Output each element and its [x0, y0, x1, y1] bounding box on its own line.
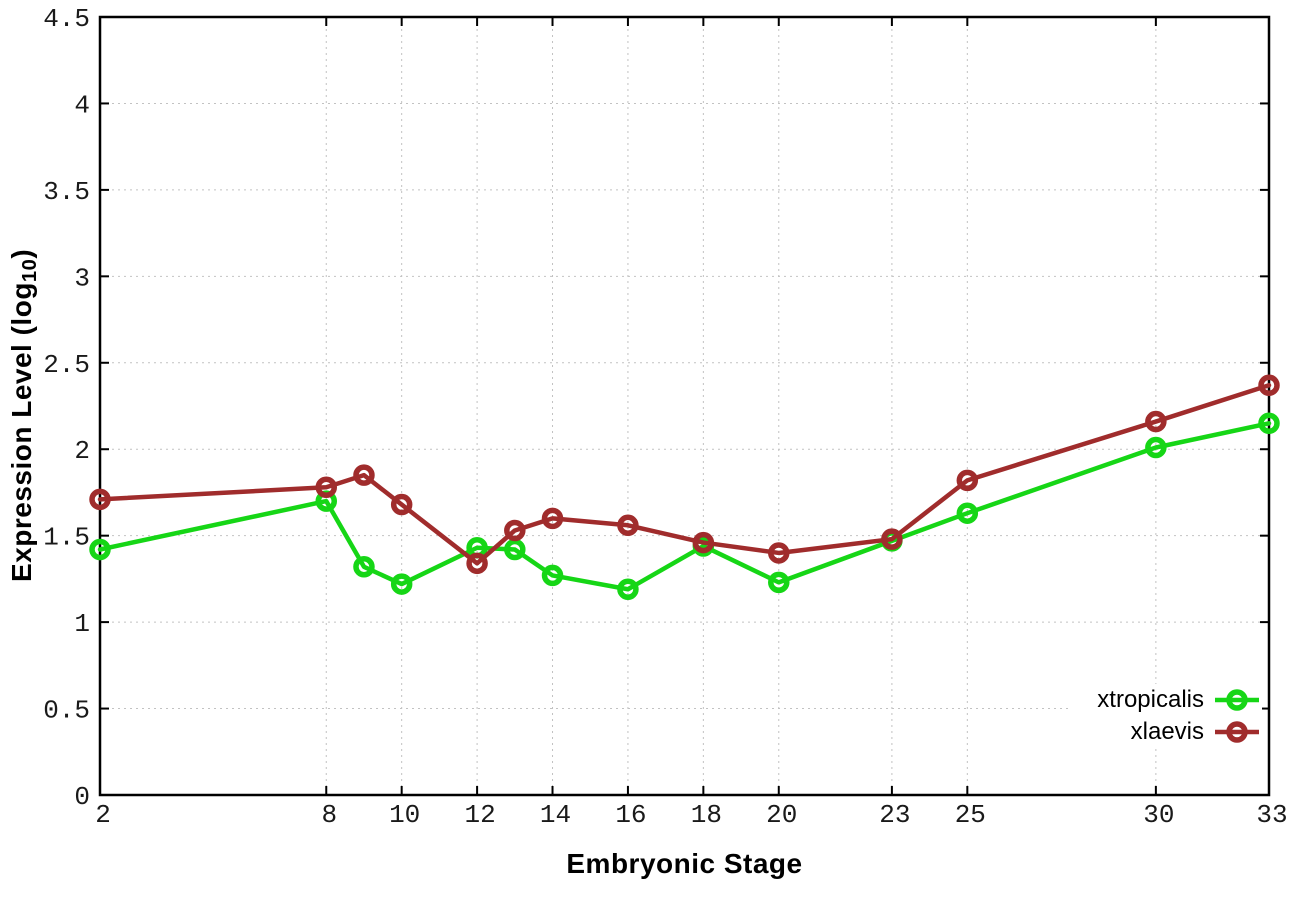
data-point-xlaevis [1145, 410, 1167, 433]
legend-label: xlaevis [1130, 718, 1204, 745]
x-tick-label: 14 [540, 800, 571, 830]
series-line-xlaevis [97, 383, 1272, 566]
y-tick-label: 3.5 [43, 177, 90, 207]
y-tick-label: 4 [74, 90, 90, 120]
x-tick-label: 10 [389, 800, 420, 830]
y-tick-label: 0.5 [43, 696, 90, 726]
y-tick-label: 1 [74, 609, 90, 639]
y-axis-title-close: ) [6, 248, 37, 259]
data-point-xlaevis [956, 469, 979, 492]
legend: xtropicalis xlaevis [1071, 684, 1262, 748]
y-tick-label: 1.5 [43, 523, 90, 553]
data-point-xlaevis [692, 531, 715, 554]
y-axis-title-subscript: 10 [19, 258, 42, 283]
series-line-xtropicalis [97, 421, 1272, 592]
data-point-xtropicalis [541, 564, 564, 587]
x-tick-label: 25 [955, 800, 986, 830]
data-point-xtropicalis [956, 502, 979, 524]
data-point-xlaevis [541, 507, 564, 530]
data-point-xlaevis [353, 464, 375, 486]
data-point-xtropicalis [504, 538, 526, 561]
data-point-xlaevis [315, 476, 338, 499]
x-tick-label: 20 [766, 800, 797, 830]
legend-marker-xlaevis [1215, 721, 1259, 743]
data-point-xlaevis [466, 552, 488, 575]
plot-border [98, 15, 1271, 797]
x-tick-label: 2 [95, 800, 111, 830]
x-tick-label: 30 [1143, 800, 1174, 830]
data-point-xtropicalis [617, 578, 639, 601]
data-point-xtropicalis [390, 573, 413, 595]
x-tick-label: 8 [321, 800, 337, 830]
data-point-xlaevis [1258, 374, 1280, 397]
x-tick-label: 23 [879, 800, 910, 830]
data-point-xlaevis [504, 519, 526, 542]
y-axis-title-text: Expression Level (log [6, 282, 37, 582]
data-point-xlaevis [390, 493, 413, 516]
y-tick-label: 0 [74, 782, 90, 812]
legend-label: xtropicalis [1097, 686, 1204, 713]
y-axis-title: Expression Level (log10) [6, 249, 42, 582]
data-point-xtropicalis [1258, 412, 1280, 435]
data-point-xtropicalis [89, 538, 111, 561]
data-point-xlaevis [617, 514, 639, 537]
legend-marker-xtropicalis [1215, 689, 1259, 711]
legend-entry-xtropicalis: xtropicalis [1097, 684, 1262, 716]
x-tick-label: 12 [464, 800, 495, 830]
x-tick-label: 16 [615, 800, 646, 830]
x-axis-title: Embryonic Stage [566, 848, 803, 879]
legend-entry-xlaevis: xlaevis [1097, 716, 1262, 748]
y-tick-label: 2.5 [43, 350, 90, 380]
x-tick-label: 33 [1256, 800, 1287, 830]
data-point-xtropicalis [353, 556, 375, 578]
data-point-xlaevis [768, 542, 790, 564]
data-point-xtropicalis [1145, 436, 1167, 459]
y-tick-label: 2 [74, 436, 90, 466]
data-point-xlaevis [89, 488, 111, 511]
x-tick-label: 18 [691, 800, 722, 830]
data-point-xtropicalis [768, 571, 790, 594]
y-tick-label: 3 [74, 263, 90, 293]
y-tick-label: 4.5 [43, 4, 90, 34]
data-point-xlaevis [881, 528, 903, 550]
